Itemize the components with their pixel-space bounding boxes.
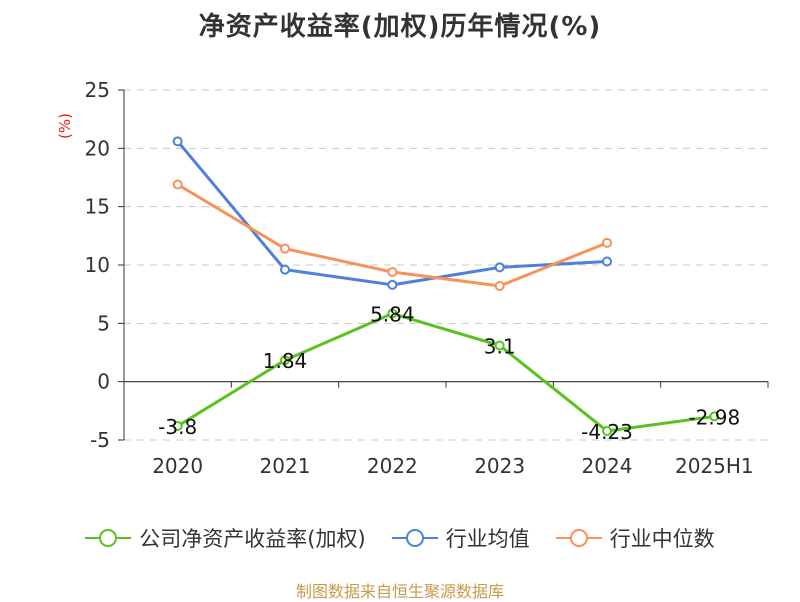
data-point (494, 262, 505, 273)
line-chart: -5 0 5 10 15 20 25 (%) 2020 2021 2022 2023 2024 2025H… (56, 78, 769, 478)
x-tick-label: 2020 (152, 454, 203, 478)
data-label: -3.8 (158, 415, 197, 439)
legend-swatch-marker (405, 529, 424, 547)
data-label: 5.84 (370, 303, 415, 327)
chart-title: 净资产收益率(加权)历年情况(%) (198, 12, 602, 42)
legend-swatch (85, 529, 132, 547)
legend-item: 公司净资产收益率(加权) (85, 523, 366, 553)
data-point (602, 256, 612, 267)
data-label: -2.98 (688, 405, 740, 429)
series-lines (172, 136, 720, 437)
y-tick-label: 10 (85, 253, 110, 277)
x-tick-label: 2024 (582, 454, 633, 478)
data-point (387, 308, 398, 319)
x-tick-label: 2025H1 (675, 454, 754, 478)
data-point (280, 355, 290, 366)
data-point (387, 279, 398, 290)
data-label: 3.1 (484, 335, 516, 359)
data-labels: -3.8 1.84 5.84 3.1 -4.23 -2.98 (158, 303, 740, 444)
legend-swatch (555, 529, 602, 547)
data-point (494, 340, 505, 351)
data-point (280, 264, 290, 275)
data-point (602, 237, 612, 248)
y-tick-label: 0 (97, 370, 110, 394)
y-axis-label: (%) (56, 113, 74, 139)
data-point (172, 179, 183, 190)
legend-label: 公司净资产收益率(加权) (139, 527, 366, 551)
legend-swatch-marker (569, 529, 588, 547)
y-tick-label: 20 (85, 136, 110, 160)
y-tick-label: 5 (97, 311, 110, 335)
legend: 公司净资产收益率(加权) 行业均值 行业中位数 (0, 520, 800, 556)
x-tick-label: 2021 (260, 454, 311, 478)
series-line (176, 312, 715, 433)
y-tick-label: 25 (85, 78, 110, 102)
legend-item: 行业中位数 (555, 523, 715, 553)
data-label: 1.84 (263, 349, 308, 373)
legend-swatch (391, 529, 438, 547)
axes: -5 0 5 10 15 20 25 (%) 2020 2021 2022 2023 2024 2025H… (56, 78, 769, 478)
data-point (172, 136, 183, 147)
data-point (280, 243, 290, 254)
legend-label: 行业中位数 (609, 527, 715, 551)
legend-label: 行业均值 (445, 527, 530, 551)
data-point (387, 267, 398, 277)
source-note: 制图数据来自恒生聚源数据库 (295, 582, 504, 601)
data-point (602, 426, 612, 437)
legend-item: 行业均值 (391, 523, 530, 553)
data-point (494, 281, 505, 291)
y-tick-label: 15 (85, 195, 110, 219)
x-tick-label: 2023 (474, 454, 525, 478)
data-point (172, 421, 183, 431)
data-label: -4.23 (581, 420, 633, 444)
legend-swatch-marker (99, 529, 118, 547)
x-tick-label: 2022 (367, 454, 418, 478)
series-line (176, 140, 608, 287)
y-tick-label: -5 (90, 428, 110, 452)
data-point (709, 411, 720, 422)
